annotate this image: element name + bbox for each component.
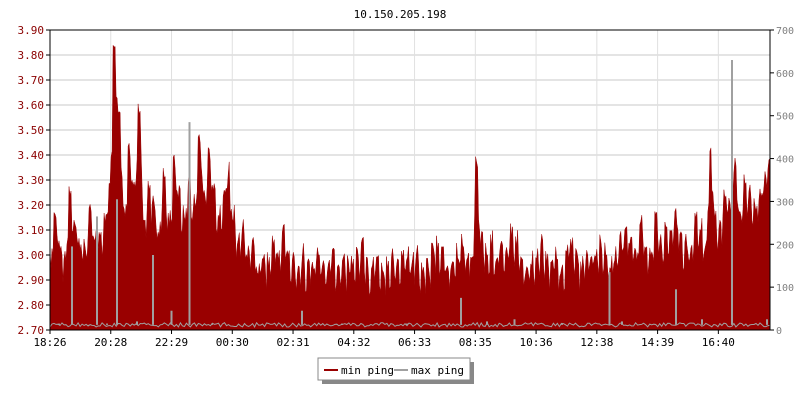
max-ping-series: [49, 60, 771, 328]
x-tick-label: 16:40: [702, 336, 735, 349]
min-ping-series: [49, 44, 771, 331]
x-axis: 18:26 20:28 22:29 00:30 02:31 04:32 06:33 08:35…: [33, 330, 735, 349]
x-tick-label: 04:32: [337, 336, 370, 349]
chart-title: 10.150.205.198: [354, 8, 447, 21]
y-left-tick-label: 3.70: [18, 74, 45, 87]
y-left-tick-label: 2.80: [18, 299, 45, 312]
legend-label-min-ping: min ping: [341, 364, 394, 377]
y-left-tick-label: 3.30: [18, 174, 45, 187]
y-left-tick-label: 3.50: [18, 124, 45, 137]
x-tick-label: 20:28: [94, 336, 127, 349]
y-left-tick-label: 3.40: [18, 149, 45, 162]
legend: min ping max ping: [317, 357, 474, 384]
x-tick-label: 18:26: [33, 336, 66, 349]
x-tick-label: 00:30: [216, 336, 249, 349]
y-axis-right: 0 100 200 300 400 500 600 700: [770, 26, 794, 337]
y-right-tick-label: 400: [776, 155, 794, 166]
x-tick-label: 02:31: [276, 336, 309, 349]
y-right-tick-label: 300: [776, 197, 794, 208]
min-ping-area: [49, 44, 771, 331]
y-right-tick-label: 0: [776, 326, 782, 337]
legend-label-max-ping: max ping: [411, 364, 464, 377]
x-tick-label: 08:35: [459, 336, 492, 349]
x-tick-label: 06:33: [398, 336, 431, 349]
y-right-tick-label: 100: [776, 283, 794, 294]
y-axis-left: 2.70 2.80 2.90 3.00 3.10 3.20 3.30 3.40 3.50 3.60…: [18, 24, 50, 337]
y-right-tick-label: 600: [776, 69, 794, 80]
y-left-tick-label: 3.80: [18, 49, 45, 62]
y-right-tick-label: 700: [776, 26, 794, 37]
x-tick-label: 14:39: [641, 336, 674, 349]
y-left-tick-label: 3.90: [18, 24, 45, 37]
y-left-tick-label: 2.90: [18, 274, 45, 287]
y-left-tick-label: 3.60: [18, 99, 45, 112]
x-tick-label: 22:29: [155, 336, 188, 349]
y-left-tick-label: 2.70: [18, 324, 45, 337]
y-right-tick-label: 200: [776, 240, 794, 251]
x-tick-label: 12:38: [580, 336, 613, 349]
max-ping-baseline: [49, 321, 771, 328]
y-left-tick-label: 3.20: [18, 199, 45, 212]
x-tick-label: 10:36: [520, 336, 553, 349]
y-right-tick-label: 500: [776, 112, 794, 123]
y-left-tick-label: 3.10: [18, 224, 45, 237]
y-left-tick-label: 3.00: [18, 249, 45, 262]
